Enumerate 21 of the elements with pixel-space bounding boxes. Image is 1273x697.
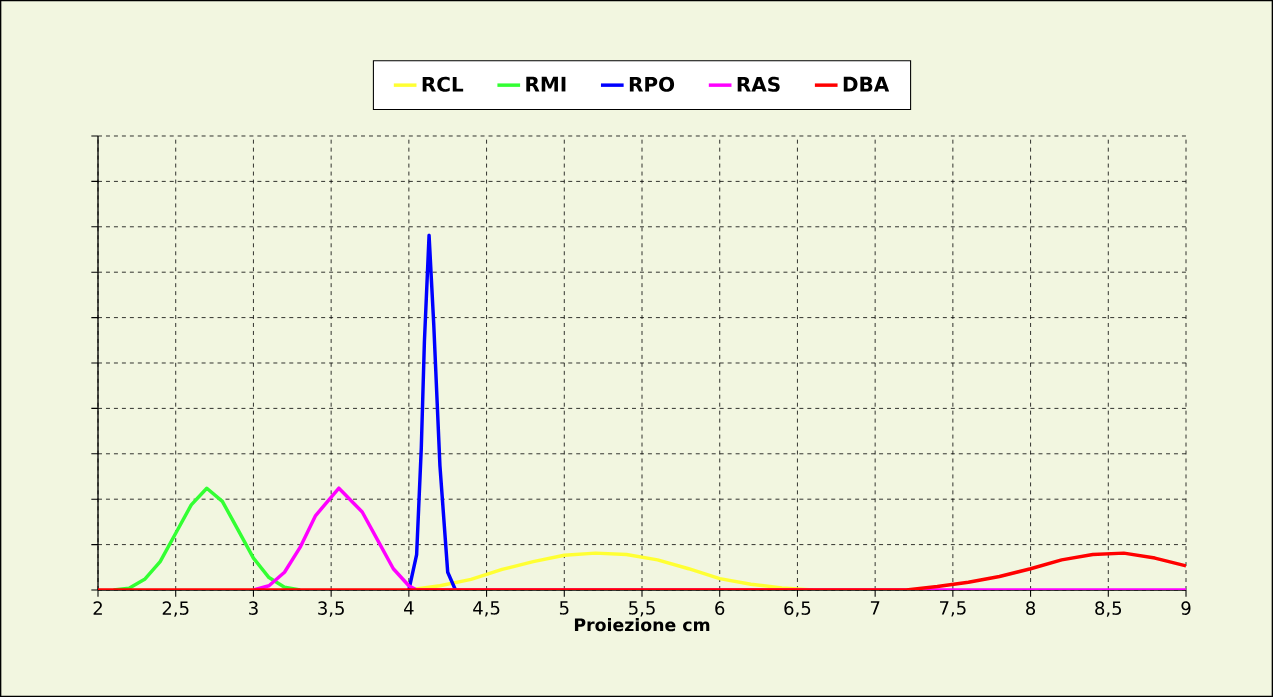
x-tick-label: 6,5 xyxy=(784,601,811,617)
x-tick-label: 2 xyxy=(93,601,102,615)
x-tick-label: 3,5 xyxy=(318,601,344,617)
x-tick-label: 4,5 xyxy=(473,601,500,617)
x-tick-label: 3 xyxy=(249,601,258,615)
x-axis-title: Proiezione cm xyxy=(574,617,710,632)
legend-label: RPO xyxy=(629,76,675,92)
x-tick-label: 5,5 xyxy=(629,601,655,617)
x-tick-label: 9 xyxy=(1181,601,1191,615)
legend-label: RMI xyxy=(526,76,566,92)
x-tick-label: 8,5 xyxy=(1095,601,1122,617)
x-tick-label: 5 xyxy=(559,601,569,615)
legend-label: RAS xyxy=(737,76,780,92)
x-tick-label: 8 xyxy=(1026,601,1036,615)
legend-label: DBA xyxy=(843,76,890,92)
x-tick-label: 4 xyxy=(404,601,414,615)
legend-label: RCL xyxy=(422,76,464,92)
x-tick-label: 7 xyxy=(870,601,880,615)
x-tick-label: 2,5 xyxy=(162,601,189,617)
x-tick-label: 6 xyxy=(715,601,725,615)
x-tick-label: 7,5 xyxy=(940,601,966,617)
